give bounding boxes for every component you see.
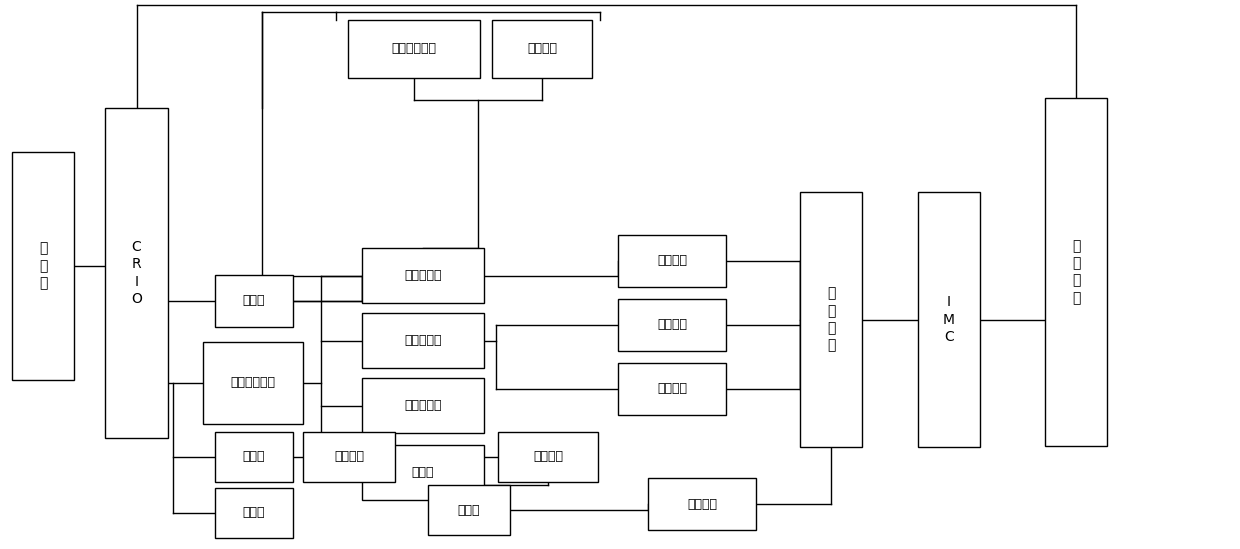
Text: 电磁阀: 电磁阀	[243, 451, 265, 463]
Text: 质量流量计: 质量流量计	[404, 334, 441, 347]
Bar	[12, 152, 74, 380]
Bar	[362, 378, 484, 433]
Text: 流量调节阀: 流量调节阀	[404, 399, 441, 412]
Text: 信
号
调
理: 信 号 调 理	[827, 287, 836, 352]
Text: I
M
C: I M C	[942, 295, 955, 344]
Bar	[428, 485, 510, 535]
Text: 控制驱动电路: 控制驱动电路	[231, 377, 275, 389]
Bar	[203, 342, 303, 424]
Text: 自动增压装置: 自动增压装置	[392, 42, 436, 55]
Bar	[105, 108, 167, 438]
Text: 工
控
机: 工 控 机	[38, 242, 47, 290]
Text: 加热装置: 加热装置	[527, 42, 557, 55]
Text: 电子秤: 电子秤	[458, 503, 480, 517]
Text: 同
步
信
号: 同 步 信 号	[1071, 239, 1080, 305]
Bar	[618, 363, 725, 415]
Bar	[215, 488, 293, 538]
Bar	[649, 478, 756, 530]
Bar	[800, 192, 862, 447]
Bar	[362, 248, 484, 303]
Bar	[348, 20, 480, 78]
Text: 电磁阀: 电磁阀	[243, 294, 265, 307]
Bar	[618, 299, 725, 351]
Text: 回收容器: 回收容器	[334, 451, 365, 463]
Text: 压力测量: 压力测量	[657, 255, 687, 267]
Text: C
R
I
O: C R I O	[131, 240, 141, 306]
Bar	[918, 192, 980, 447]
Text: 换向器: 换向器	[412, 466, 434, 479]
Text: 温度测量: 温度测量	[657, 318, 687, 332]
Text: 流量测量: 流量测量	[657, 383, 687, 395]
Bar	[498, 432, 598, 482]
Bar	[362, 445, 484, 500]
Bar	[1045, 98, 1107, 446]
Bar	[618, 235, 725, 287]
Bar	[362, 313, 484, 368]
Bar	[303, 432, 396, 482]
Text: 推进剂贮箱: 推进剂贮箱	[404, 269, 441, 282]
Bar	[215, 275, 293, 327]
Text: 电磁阀: 电磁阀	[243, 507, 265, 519]
Text: 质量测量: 质量测量	[687, 497, 717, 511]
Bar	[215, 432, 293, 482]
Bar	[492, 20, 591, 78]
Text: 称重贮箱: 称重贮箱	[533, 451, 563, 463]
